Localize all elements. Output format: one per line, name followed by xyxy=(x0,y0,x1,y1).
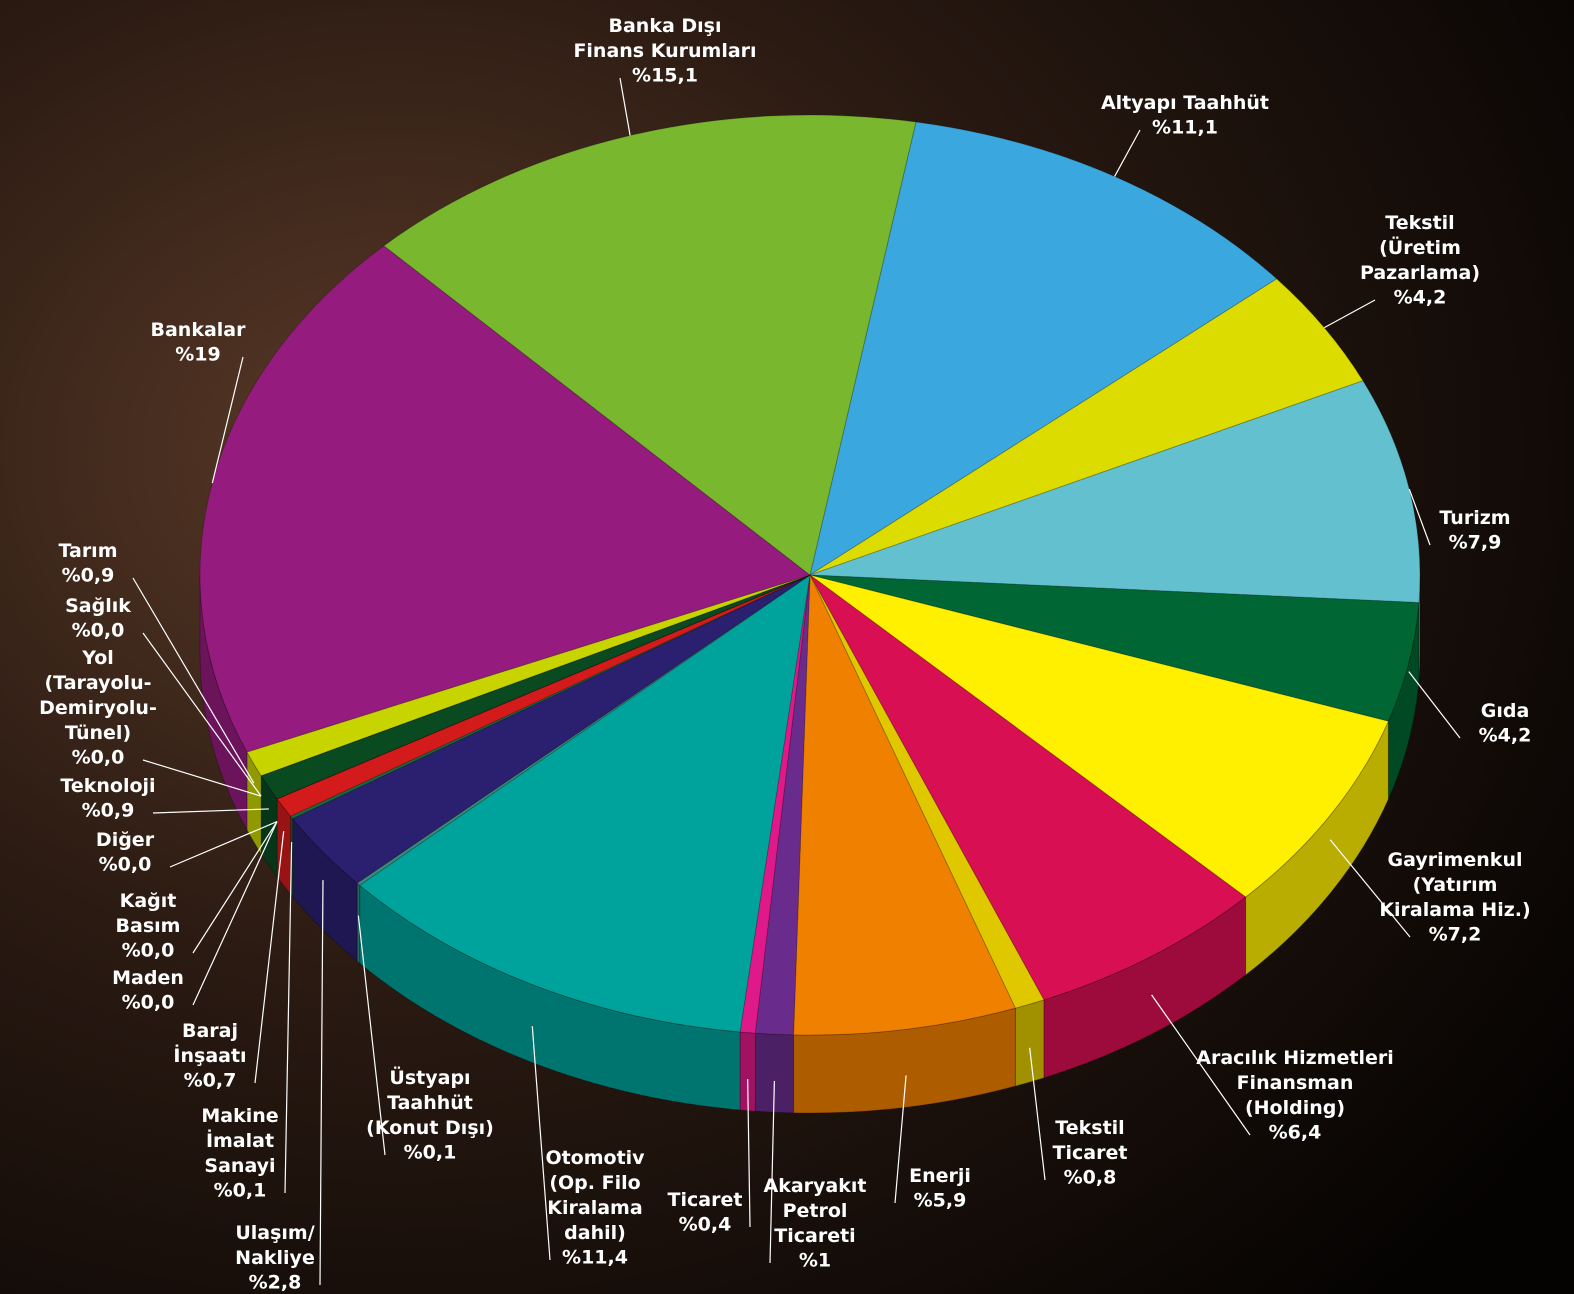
slice-label: Ticaret xyxy=(668,1189,743,1211)
slice-label: Yol (Tarayolu-Demiryolu-Tünel) xyxy=(39,647,157,744)
slice-side xyxy=(1014,999,1045,1087)
slice xyxy=(809,574,1045,1009)
value-label: %11,4 xyxy=(562,1247,628,1269)
leader-line xyxy=(1408,488,1431,546)
leader-line xyxy=(319,880,324,1286)
slice-label: Turizm xyxy=(1439,507,1510,529)
slice xyxy=(754,574,811,1036)
slice-label: Tekstil Ticaret xyxy=(1053,1117,1128,1164)
slice xyxy=(291,574,811,884)
slice xyxy=(383,114,917,576)
leader-line xyxy=(169,821,278,868)
value-label: %0,1 xyxy=(404,1142,457,1164)
value-label: %15,1 xyxy=(632,65,698,87)
leader-line xyxy=(152,808,269,814)
slice-side xyxy=(739,1031,756,1112)
value-label: %0,0 xyxy=(122,940,175,962)
value-label: %0,0 xyxy=(122,992,175,1014)
slice-label: Üstyapı Taahhüt (Konut Dışı) xyxy=(366,1065,494,1139)
value-label: %7,9 xyxy=(1449,532,1502,554)
value-label: %0,4 xyxy=(679,1214,732,1236)
slice xyxy=(358,573,811,1033)
slice xyxy=(792,574,1017,1036)
leader-line xyxy=(142,759,262,797)
leader-line xyxy=(1029,1047,1046,1181)
slice-label: Diğer xyxy=(96,829,155,851)
leader-line xyxy=(1114,129,1141,177)
slice-label: Kağıt Basım xyxy=(116,890,181,937)
value-label: %4,2 xyxy=(1394,287,1447,309)
value-label: %5,9 xyxy=(914,1190,967,1212)
slice xyxy=(276,574,811,817)
leader-line xyxy=(142,632,262,797)
slice xyxy=(809,121,1278,577)
value-label: %0,0 xyxy=(72,747,125,769)
slice-label: Altyapı Taahhüt xyxy=(1101,92,1269,114)
slice-label: Gayrimenkul (Yatırım Kiralama Hiz.) xyxy=(1379,849,1530,921)
leader-line xyxy=(531,1026,551,1261)
value-label: %19 xyxy=(175,344,220,366)
leader-line xyxy=(1329,839,1411,938)
slice-label: Banka Dışı Finans Kurumları xyxy=(573,15,756,62)
value-label: %0,0 xyxy=(72,620,125,642)
value-label: %0,1 xyxy=(214,1180,267,1202)
slice xyxy=(809,574,1390,898)
slice-label: Makine İmalat Sanayi xyxy=(201,1105,278,1177)
slice-label: Bankalar xyxy=(151,319,247,341)
leader-line xyxy=(192,821,278,954)
slice-label: Tekstil (Üretim Pazarlama) xyxy=(1360,212,1480,284)
value-label: %0,9 xyxy=(62,565,115,587)
slice-label: Teknoloji xyxy=(60,775,155,797)
value-label: %4,2 xyxy=(1479,725,1532,747)
slice-label: Gıda xyxy=(1481,700,1530,722)
leader-line xyxy=(619,77,631,136)
leader-line xyxy=(211,356,244,484)
slice xyxy=(246,574,811,777)
leader-line xyxy=(192,821,278,1006)
leader-line xyxy=(284,842,293,1194)
slice-label: Otomotiv (Op. Filo Kiralama dahil) xyxy=(545,1147,645,1244)
slice xyxy=(356,574,811,886)
slice xyxy=(739,574,811,1034)
slice xyxy=(260,574,811,800)
value-label: %2,8 xyxy=(249,1272,302,1294)
leader-line xyxy=(1408,671,1461,739)
slice xyxy=(199,245,812,753)
value-label: %6,4 xyxy=(1269,1122,1322,1144)
value-label: %0,9 xyxy=(82,800,135,822)
slice-label: Baraj İnşaatı xyxy=(173,1020,246,1067)
leader-line xyxy=(747,1079,751,1228)
slice-label: Akaryakıt Petrol Ticareti xyxy=(764,1175,867,1247)
leader-line xyxy=(894,1075,907,1204)
slice-label: Sağlık xyxy=(65,595,131,617)
slice-label: Aracılık Hizmetleri Finansman (Holding) xyxy=(1196,1047,1393,1119)
value-label: %0,7 xyxy=(184,1070,237,1092)
slice xyxy=(289,574,811,820)
slice-label: Maden xyxy=(112,967,184,989)
value-label: %0,0 xyxy=(99,854,152,876)
slice xyxy=(809,574,1247,1001)
leader-line xyxy=(1324,299,1376,329)
slice xyxy=(809,574,1420,722)
slice xyxy=(809,380,1421,604)
leader-line xyxy=(254,831,285,1084)
value-label: %0,8 xyxy=(1064,1167,1117,1189)
value-label: %1 xyxy=(799,1250,831,1272)
value-label: %11,1 xyxy=(1152,117,1218,139)
leader-line xyxy=(132,577,255,784)
leader-line xyxy=(357,915,386,1156)
leader-line xyxy=(1151,994,1251,1136)
slice-label: Enerji xyxy=(909,1165,971,1187)
slice-label: Tarım xyxy=(58,540,117,562)
leader-line xyxy=(769,1080,775,1264)
slice-label: Ulaşım/Nakliye xyxy=(235,1222,315,1269)
value-label: %7,2 xyxy=(1429,924,1482,946)
